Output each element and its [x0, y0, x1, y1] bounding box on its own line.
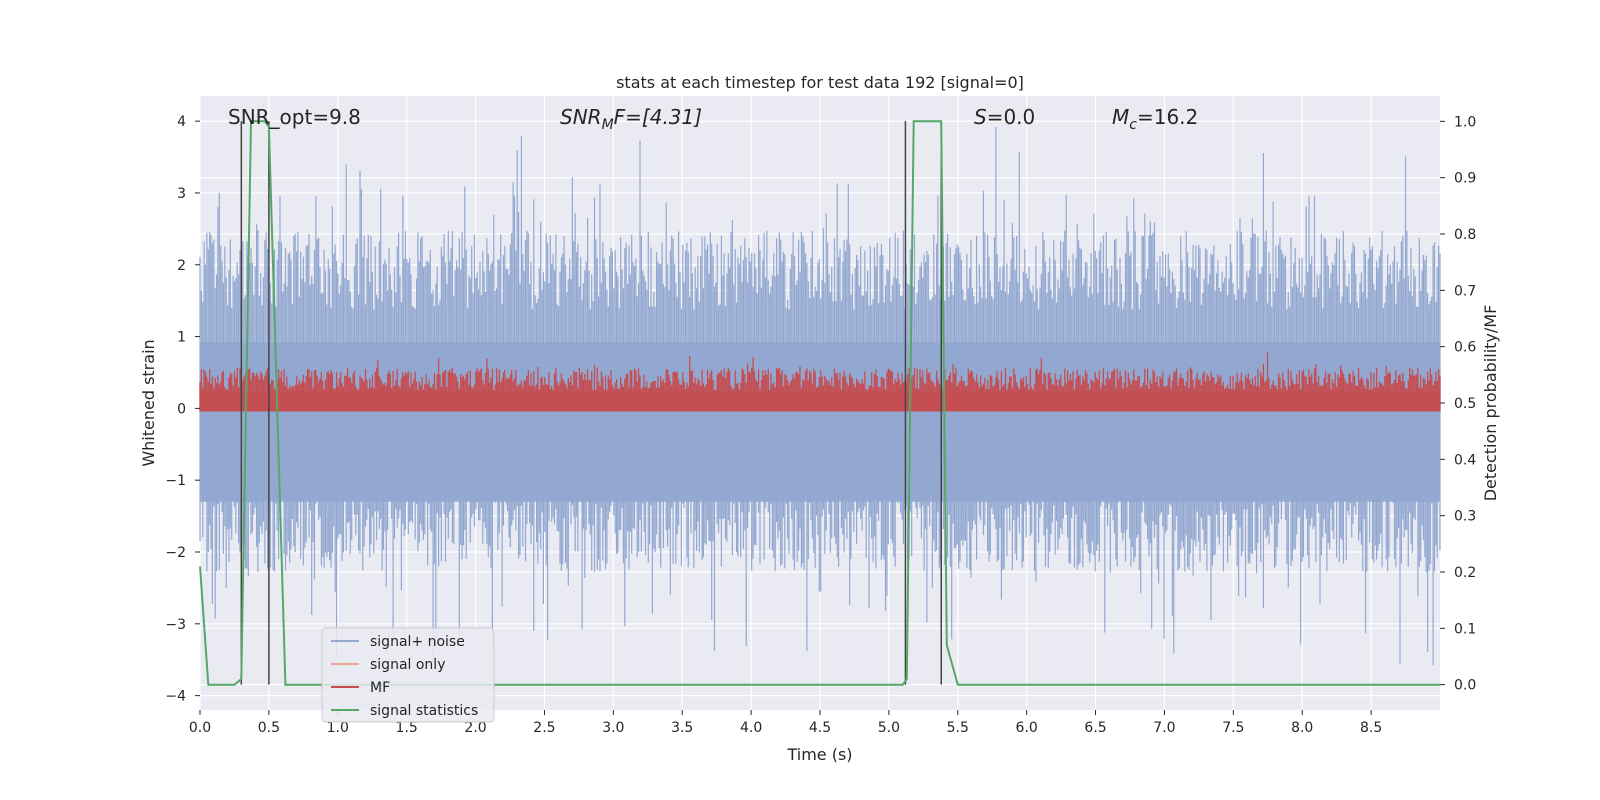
y-tick-label: 4	[177, 114, 186, 130]
y-tick-label: 1	[177, 330, 186, 346]
y-right-tick-label: 0.3	[1454, 509, 1476, 525]
y-tick-label: 0	[177, 401, 186, 417]
y-tick-label: −1	[165, 473, 186, 489]
mf-trace	[199, 352, 1441, 412]
y-right-tick-label: 0.6	[1454, 340, 1476, 356]
chart-title: stats at each timestep for test data 192…	[616, 73, 1024, 92]
x-tick-label: 7.0	[1153, 720, 1175, 736]
signal-statistics-line	[199, 120, 1440, 686]
y-axis-label: Whitened strain	[139, 339, 158, 466]
annotation-snr-mf: SNRMF=[4.31]	[560, 105, 702, 133]
y-tick-label: −2	[165, 545, 186, 561]
y-right-tick-label: 0.4	[1454, 452, 1476, 468]
x-tick-label: 4.0	[740, 720, 762, 736]
x-tick-label: 0.0	[189, 720, 211, 736]
y-right-axis-ticks: 1.0 0.9 0.8 0.7 0.6 0.5 0.4 0.3 0.2 0.1 0.0	[1440, 114, 1476, 694]
x-tick-label: 3.0	[602, 720, 624, 736]
x-tick-label: 7.5	[1222, 720, 1244, 736]
y-axis-ticks: 4 3 2 1 0 −1 −2 −3 −4	[165, 114, 200, 705]
legend-label-signal-noise: signal+ noise	[370, 634, 465, 650]
y-right-axis-label: Detection probability/MF	[1481, 305, 1500, 502]
x-tick-label: 2.5	[533, 720, 555, 736]
x-axis-label: Time (s)	[786, 745, 852, 764]
y-tick-label: −4	[165, 689, 186, 705]
legend-label-signal-only: signal only	[370, 657, 445, 673]
y-right-tick-label: 0.5	[1454, 396, 1476, 412]
y-right-tick-label: 0.0	[1454, 678, 1476, 694]
mf-series	[199, 352, 1441, 412]
y-right-tick-label: 0.1	[1454, 621, 1476, 637]
x-tick-label: 5.5	[947, 720, 969, 736]
annotation-mc: Mc=16.2	[1112, 105, 1198, 133]
legend-label-mf: MF	[370, 680, 390, 696]
y-right-tick-label: 0.9	[1454, 171, 1476, 187]
y-right-tick-label: 0.2	[1454, 565, 1476, 581]
legend-box	[321, 627, 495, 723]
x-tick-label: 5.0	[878, 720, 900, 736]
x-tick-label: 8.5	[1360, 720, 1382, 736]
x-tick-label: 4.5	[809, 720, 831, 736]
x-tick-label: 1.5	[396, 720, 418, 736]
x-axis-ticks: 0.0 0.5 1.0 1.5 2.0 2.5 3.0 3.5 4.0 4.5 5.0 5.5 6.0 6…	[189, 710, 1382, 736]
y-right-tick-label: 0.8	[1454, 227, 1476, 243]
y-right-tick-label: 1.0	[1454, 114, 1476, 130]
x-tick-label: 0.5	[258, 720, 280, 736]
signal-noise-series	[199, 126, 1441, 666]
x-tick-label: 2.0	[464, 720, 486, 736]
vertical-markers	[240, 121, 942, 685]
signal-statistics-series	[199, 120, 1440, 686]
x-tick-label: 6.0	[1016, 720, 1038, 736]
annotation-snr-opt: SNR_opt=9.8	[228, 105, 361, 129]
legend: signal+ noise signal only MF signal stat…	[321, 627, 495, 723]
x-tick-label: 3.5	[671, 720, 693, 736]
legend-label-signal-statistics: signal statistics	[370, 703, 478, 719]
x-tick-label: 8.0	[1291, 720, 1313, 736]
y-tick-label: 2	[177, 258, 186, 274]
y-tick-label: −3	[165, 617, 186, 633]
y-tick-label: 3	[177, 186, 186, 202]
x-tick-label: 1.0	[327, 720, 349, 736]
x-tick-label: 6.5	[1084, 720, 1106, 736]
y-right-tick-label: 0.7	[1454, 283, 1476, 299]
annotation-s: S=0.0	[974, 105, 1035, 129]
